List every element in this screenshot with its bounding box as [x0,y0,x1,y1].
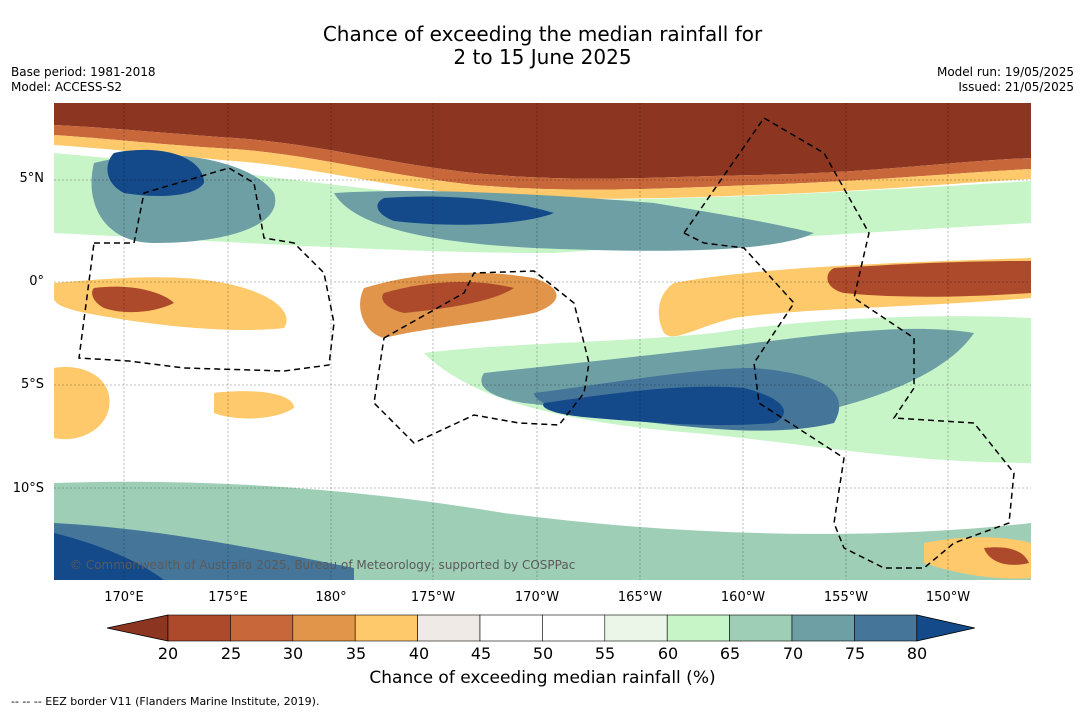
base-period: Base period: 1981-2018 [11,65,156,79]
dry-region-north [54,103,1031,179]
colorbar-swatch [604,614,668,642]
lon-label-175e: 175°E [208,590,248,605]
dry-patch-se [924,537,1031,579]
meta-right: Model run: 19/05/2025 Issued: 21/05/2025 [937,65,1074,95]
copyright-notice: © Commonwealth of Australia 2025, Bureau… [70,558,576,572]
map-svg [54,103,1031,580]
colorbar-tick: 35 [345,644,367,663]
lon-label-175w: 175°W [410,590,456,605]
colorbar-swatch [292,614,356,642]
wet-max-sw [54,533,164,580]
colorbar [106,614,975,642]
colorbar-swatch [230,614,294,642]
colorbar-arrow-low [106,614,169,642]
colorbar-tick: 75 [844,644,866,663]
colorbar-tick: 55 [594,644,616,663]
colorbar-tick: 65 [719,644,741,663]
graticule [54,103,1031,580]
model-run: Model run: 19/05/2025 [936,65,1074,79]
colorbar-swatch [791,614,855,642]
colorbar-tick: 70 [782,644,804,663]
dry-patch-south [214,391,294,419]
colorbar-swatch [729,614,793,642]
lat-label-10s: 10°S [12,481,44,496]
lon-label-170e: 170°E [104,590,144,605]
colorbar-tick: 30 [282,644,304,663]
lat-label-5n: 5°N [19,171,45,186]
colorbar-tick: 60 [657,644,679,663]
colorbar-swatch [167,614,231,642]
wet-max-south [543,386,784,426]
colorbar-tick: 20 [157,644,179,663]
rainfall-map [54,103,1031,580]
colorbar-label: Chance of exceeding median rainfall (%) [369,668,716,688]
colorbar-tick: 45 [470,644,492,663]
colorbar-swatch [354,614,418,642]
colorbar-tick: 40 [408,644,430,663]
dry-core-east [827,261,1031,297]
dry-core-se [984,547,1029,565]
colorbar-tick: 50 [532,644,554,663]
lon-label-165w: 165°W [617,590,663,605]
map-title-line1: Chance of exceeding the median rainfall … [322,22,763,46]
lat-label-5s: 5°S [20,377,44,392]
colorbar-swatch [666,614,730,642]
dry-core-central [382,281,514,313]
wet-belt-bottom [54,481,1031,580]
eez-footnote: -- -- -- EEZ border V11 (Flanders Marine… [11,695,320,708]
colorbar-tick: 25 [220,644,242,663]
map-title-line2: 2 to 15 June 2025 [453,45,632,69]
colorbar-swatch [854,614,918,642]
colorbar-swatch [479,614,543,642]
lon-label-155w: 155°W [823,590,869,605]
model-name: Model: ACCESS-S2 [11,80,123,94]
lon-label-160w: 160°W [720,590,766,605]
meta-left: Base period: 1981-2018 Model: ACCESS-S2 [11,65,156,95]
lon-label-150w: 150°W [925,590,971,605]
lat-label-0: 0° [29,274,44,289]
colorbar-swatches [106,614,975,642]
colorbar-swatch [417,614,481,642]
lon-label-170w: 170°W [514,590,560,605]
lon-label-180: 180° [315,590,347,605]
eez-borders [78,117,1015,569]
dry-core-west [92,286,174,313]
colorbar-tick: 80 [906,644,928,663]
colorbar-arrow-high [916,614,975,642]
wet-max-nw [107,149,204,196]
issued-date: Issued: 21/05/2025 [958,80,1074,94]
colorbar-swatch [542,614,606,642]
wet-max-north [377,196,554,225]
